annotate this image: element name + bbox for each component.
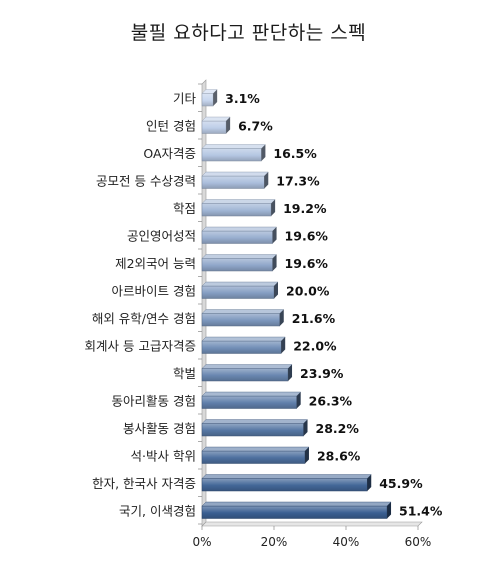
category-label: 공인영어성적 — [127, 228, 196, 243]
value-label: 16.5% — [273, 146, 317, 161]
bar — [201, 395, 297, 409]
bar-end-cap — [387, 502, 392, 519]
bar — [201, 148, 262, 162]
category-label: 제2외국어 능력 — [115, 256, 196, 271]
bar — [201, 175, 265, 189]
bar — [201, 340, 282, 354]
bar-top-face — [201, 419, 309, 424]
value-label: 6.7% — [238, 118, 273, 133]
bar — [201, 93, 214, 107]
category-label: 기타 — [173, 91, 197, 106]
bar-top-face — [201, 336, 286, 342]
category-label: 아르바이트 경험 — [112, 283, 196, 298]
bar — [201, 230, 273, 244]
bar — [201, 368, 289, 382]
bar-top-face — [201, 199, 276, 204]
category-label: 학벌 — [173, 366, 196, 381]
bar-end-cap — [271, 199, 276, 216]
bar-top-face — [201, 171, 269, 177]
category-label: 봉사활동 경험 — [123, 421, 196, 436]
axis-group — [198, 79, 423, 527]
value-label: 20.0% — [286, 283, 330, 298]
value-label: 28.6% — [317, 448, 361, 463]
bar-top-face — [201, 501, 392, 507]
bar — [201, 285, 275, 299]
bar — [201, 203, 272, 217]
category-label: 공모전 등 수상경력 — [96, 173, 196, 188]
category-label: 한자, 한국사 자격증 — [92, 476, 196, 491]
category-label: 회계사 등 고급자격증 — [85, 338, 196, 353]
bar-end-cap — [296, 392, 301, 409]
category-label: 석·박사 학위 — [131, 448, 196, 463]
value-label: 3.1% — [225, 91, 260, 106]
bar-top-face — [201, 446, 310, 452]
bar — [201, 505, 388, 519]
bar — [201, 258, 273, 272]
bar-top-face — [201, 474, 372, 479]
value-label: 45.9% — [379, 476, 423, 491]
bar-end-cap — [367, 474, 372, 491]
bar — [201, 478, 368, 492]
bar-top-face — [201, 254, 278, 259]
value-label: 22.0% — [293, 338, 337, 353]
value-label: 51.4% — [399, 503, 443, 518]
category-label: 인턴 경험 — [146, 118, 196, 133]
bar-end-cap — [272, 227, 277, 244]
value-label: 17.3% — [276, 173, 320, 188]
bar-top-face — [201, 391, 302, 397]
bar-end-cap — [261, 144, 266, 161]
chart-title: 불필 요하다고 판단하는 스펙 — [130, 22, 367, 44]
bar-end-cap — [264, 172, 269, 189]
bar-top-face — [201, 309, 285, 314]
x-tick-label: 20% — [261, 535, 288, 549]
bar-top-face — [201, 226, 278, 232]
value-label: 28.2% — [316, 421, 360, 436]
x-tick-label: 40% — [333, 535, 360, 549]
bar-top-face — [201, 116, 231, 122]
bar-end-cap — [272, 254, 277, 271]
bar — [201, 450, 306, 464]
bar-end-cap — [288, 364, 293, 381]
x-tick-label: 60% — [405, 535, 432, 549]
bar-end-cap — [213, 89, 218, 106]
bar — [201, 423, 304, 437]
ticks-group: 0% 20% 40% 60% — [192, 526, 431, 549]
category-label: OA자격증 — [143, 146, 196, 161]
value-label: 21.6% — [292, 311, 336, 326]
bar-end-cap — [304, 447, 309, 464]
labels-group: 기타 3.1% 인턴 경험 6.7% OA자격증 16.5% 공모전 등 수상경력 17.3%… — [85, 91, 443, 519]
bar-end-cap — [274, 282, 278, 299]
bar-end-cap — [226, 117, 231, 134]
bar-top-face — [201, 144, 266, 149]
category-label: 국기, 이색경험 — [119, 503, 196, 518]
bars-group — [201, 89, 392, 519]
value-label: 26.3% — [309, 393, 353, 408]
value-label: 19.6% — [285, 256, 329, 271]
bar-end-cap — [303, 419, 308, 436]
value-label: 19.6% — [285, 228, 329, 243]
category-label: 학점 — [173, 201, 196, 216]
value-label: 23.9% — [300, 366, 344, 381]
bar — [201, 120, 227, 134]
category-label: 동아리활동 경험 — [112, 393, 196, 408]
bar-end-cap — [279, 309, 284, 326]
bar — [201, 313, 281, 327]
x-tick-label: 0% — [192, 535, 211, 549]
category-label: 해외 유학/연수 경험 — [92, 311, 196, 326]
value-label: 19.2% — [283, 201, 327, 216]
axis-floor — [201, 521, 423, 527]
bar-top-face — [201, 281, 279, 287]
bar-top-face — [201, 364, 293, 369]
bar-end-cap — [281, 337, 286, 354]
